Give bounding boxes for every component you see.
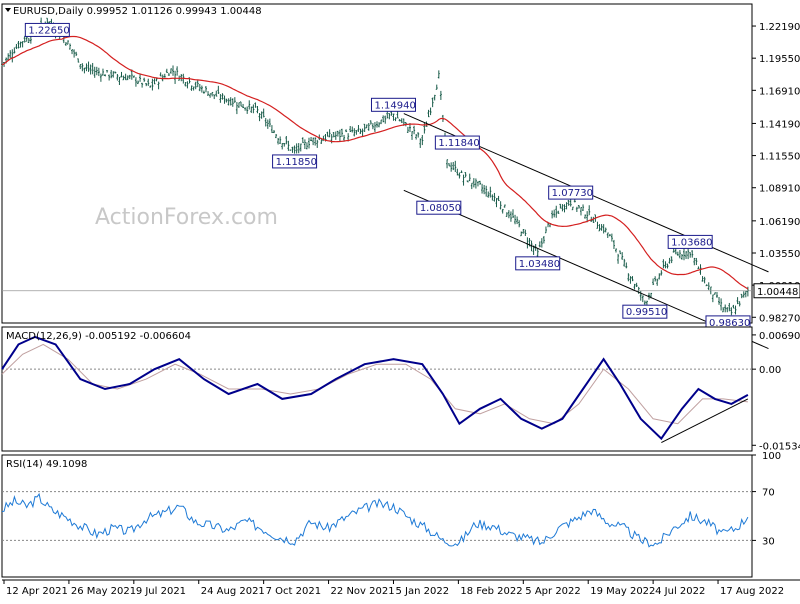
price-y-tick-label: 1.08910 [759, 184, 800, 195]
price-y-tick-label: 1.22190 [759, 22, 800, 33]
price-annotation-box [622, 304, 668, 319]
price-y-tick-label: 0.98270 [759, 313, 800, 324]
price-y-tick-label: 1.16910 [759, 86, 800, 97]
price-annotation-label: 1.11840 [438, 138, 479, 149]
price-panel: 1.22190 1.19550 1.16910 1.14190 1.11550 1.089… [1, 3, 800, 350]
rsi-y-tick-label: 100 [762, 451, 781, 462]
rsi-y-tick-label: 30 [762, 536, 775, 547]
price-annotation-label: 1.03480 [519, 259, 560, 270]
macd-y-tick-label: -0.015348 [759, 441, 800, 452]
price-annotation-box [272, 154, 318, 169]
x-tick-label: 19 May 2022 [590, 586, 655, 597]
price-annotation-label: 1.08050 [420, 203, 461, 214]
price-y-tick-label: 1.03550 [759, 249, 800, 260]
price-annotation-box [548, 185, 594, 200]
rsi-y-tick-label: 70 [762, 488, 775, 499]
current-price-box [753, 283, 800, 299]
x-tick-label: 24 Aug 2021 [201, 586, 265, 597]
price-y-tick-label: 1.11550 [759, 152, 800, 163]
x-tick-label: 7 Oct 2021 [266, 586, 321, 597]
x-axis: 12 Apr 2021 26 May 2021 9 Jul 2021 24 Aug 2… [2, 579, 800, 597]
price-annotation-box [24, 22, 70, 37]
rsi-panel: 100 70 30 RSI(14) 49.1098 [1, 451, 781, 578]
price-annotation-box [370, 97, 416, 112]
price-frame [1, 3, 753, 324]
price-y-tick-label: 1.06190 [759, 217, 800, 228]
price-annotation-box [434, 135, 480, 150]
price-annotation-label: 1.11850 [276, 157, 317, 168]
price-annotation-label: 1.22650 [28, 25, 69, 36]
price-annotation-label: 1.07730 [552, 188, 593, 199]
price-annotation-box [515, 256, 561, 271]
rsi-line [1, 492, 749, 548]
macd-line [1, 335, 749, 441]
macd-trendline [661, 398, 749, 444]
x-tick-label: 5 Apr 2022 [525, 586, 580, 597]
price-annotation-box [667, 234, 713, 249]
x-tick-label: 18 Feb 2022 [460, 586, 522, 597]
price-annotation-box [416, 200, 462, 215]
price-y-tick-label: 1.19550 [759, 54, 800, 65]
x-tick-label: 5 Jan 2022 [395, 586, 449, 597]
x-tick-label: 26 May 2021 [71, 586, 136, 597]
macd-panel: 0.006906 0.00 -0.015348 MACD(12,26,9) -0.00… [1, 326, 800, 452]
x-tick-label: 12 Apr 2021 [6, 586, 68, 597]
watermark: ActionForex.com [95, 205, 278, 230]
price-annotation-label: 1.14940 [374, 100, 415, 111]
macd-y-tick-label: 0.00 [759, 365, 781, 376]
price-annotation-label: 0.99510 [626, 307, 667, 318]
x-tick-label: 22 Nov 2021 [331, 586, 395, 597]
moving-average-line [1, 35, 749, 290]
rsi-frame [1, 454, 753, 578]
x-tick-label: 17 Aug 2022 [720, 586, 784, 597]
macd-y-tick-label: 0.006906 [759, 331, 800, 342]
price-annotation-label: 1.03680 [671, 237, 712, 248]
rsi-header: RSI(14) 49.1098 [6, 459, 87, 470]
x-tick-label: 9 Jul 2021 [136, 586, 186, 597]
price-annotation-label: 0.98630 [709, 318, 750, 329]
candles [1, 17, 749, 316]
macd-header: MACD(12,26,9) -0.005192 -0.006604 [6, 331, 191, 342]
macd-frame [1, 326, 753, 452]
x-tick-label: 4 Jul 2022 [655, 586, 705, 597]
current-price-label: 1.00448 [757, 287, 798, 298]
dropdown-arrow-icon [5, 8, 11, 12]
price-y-tick-label: 1.14190 [759, 119, 800, 130]
price-header: EURUSD,Daily 0.99952 1.01126 0.99943 1.0… [13, 6, 262, 17]
